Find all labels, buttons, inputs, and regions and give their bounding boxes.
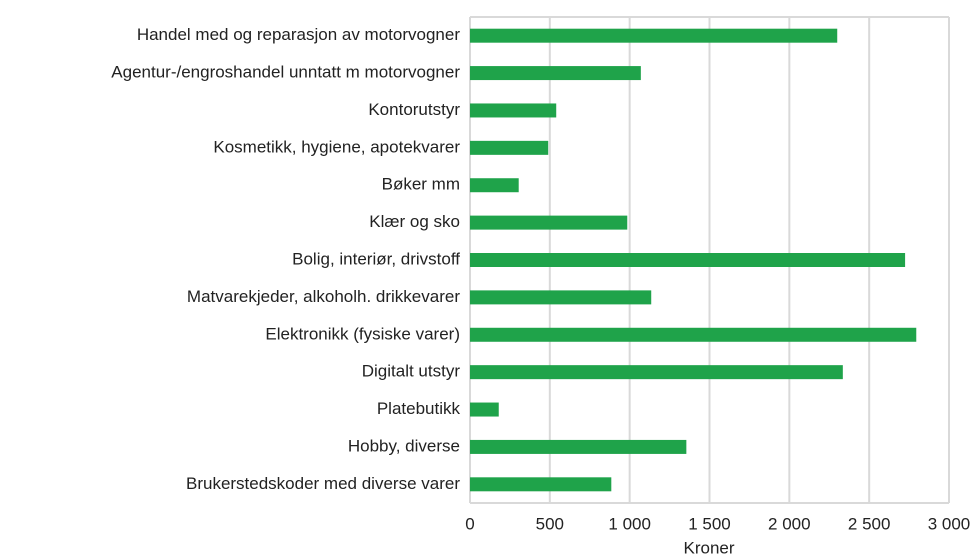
x-tick-label: 3 000 — [928, 514, 971, 533]
bar — [470, 66, 641, 81]
y-tick-label: Hobby, diverse — [348, 436, 460, 455]
y-tick-label: Digitalt utstyr — [362, 362, 461, 381]
y-tick-label: Kontorutstyr — [368, 100, 460, 119]
bar — [470, 28, 838, 43]
bar — [470, 178, 519, 193]
bar — [470, 327, 917, 342]
y-tick-label: Kosmetikk, hygiene, apotekvarer — [213, 137, 460, 156]
x-tick-label: 2 000 — [768, 514, 811, 533]
bar — [470, 477, 612, 492]
y-tick-label: Matvarekjeder, alkoholh. drikkevarer — [187, 287, 460, 306]
y-tick-label: Brukerstedskoder med diverse varer — [186, 474, 460, 493]
x-tick-label: 500 — [536, 514, 564, 533]
bar — [470, 439, 687, 454]
bar — [470, 103, 557, 118]
y-tick-label: Agentur-/engroshandel unntatt m motorvog… — [111, 63, 460, 82]
x-tick-label: 1 000 — [608, 514, 651, 533]
y-tick-label: Platebutikk — [377, 399, 461, 418]
y-tick-label: Klær og sko — [369, 212, 460, 231]
y-tick-label: Bøker mm — [382, 175, 460, 194]
bar — [470, 253, 906, 267]
y-tick-label: Handel med og reparasjon av motorvogner — [137, 25, 461, 44]
x-tick-label: 1 500 — [688, 514, 731, 533]
bar — [470, 140, 549, 155]
bar — [470, 365, 843, 380]
bar — [470, 290, 652, 305]
x-axis-label: Kroner — [683, 538, 734, 557]
bar — [470, 402, 499, 417]
y-tick-label: Elektronikk (fysiske varer) — [265, 324, 460, 343]
x-tick-label: 2 500 — [848, 514, 891, 533]
bar — [470, 215, 628, 230]
y-tick-label: Bolig, interiør, drivstoff — [292, 249, 460, 268]
x-tick-label: 0 — [465, 514, 474, 533]
